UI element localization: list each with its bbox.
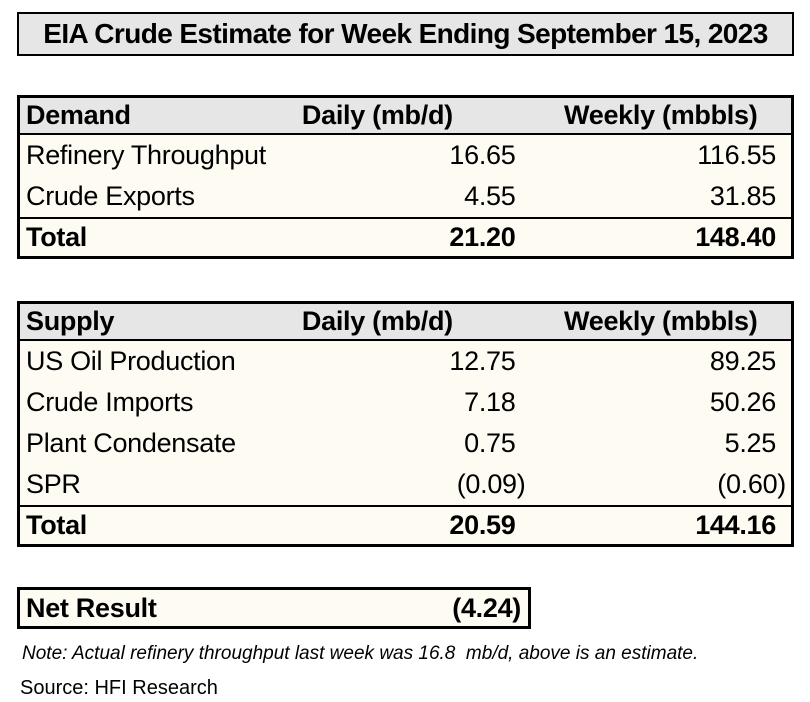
weekly-value: 50.26 xyxy=(709,387,776,417)
total-row: Total 21.20 148.40 xyxy=(18,217,793,258)
table-row: Plant Condensate 0.75 5.25 xyxy=(19,423,793,464)
row-label: Total xyxy=(18,217,225,258)
daily-value: 20.59 xyxy=(224,505,531,546)
daily-value: 12.75 xyxy=(449,346,516,376)
net-result-label: Net Result xyxy=(26,592,157,623)
weekly-value: (0.60) xyxy=(717,469,786,499)
daily-value: 21.20 xyxy=(224,217,531,258)
row-label: Refinery Throughput xyxy=(26,140,266,170)
daily-value: 16.65 xyxy=(449,140,516,170)
row-label: Crude Exports xyxy=(26,181,195,211)
row-label: Plant Condensate xyxy=(26,428,236,458)
weekly-value: 31.85 xyxy=(709,181,776,211)
table-row: Crude Exports 4.55 31.85 xyxy=(19,176,793,218)
daily-value: 7.18 xyxy=(464,387,516,417)
net-result-box: Net Result (4.24) xyxy=(17,587,531,629)
weekly-value: 144.16 xyxy=(530,505,793,546)
demand-table: Demand Daily (mb/d) Weekly (mbbls) Refin… xyxy=(17,95,794,259)
column-header-demand: Demand xyxy=(18,96,225,135)
demand-header-row: Demand Daily (mb/d) Weekly (mbbls) xyxy=(18,96,793,135)
supply-table: Supply Daily (mb/d) Weekly (mbbls) US Oi… xyxy=(17,301,794,547)
daily-value: 4.55 xyxy=(464,181,516,211)
column-header-weekly: Weekly (mbbls) xyxy=(530,302,793,341)
column-header-daily: Daily (mb/d) xyxy=(224,96,531,135)
supply-header-row: Supply Daily (mb/d) Weekly (mbbls) xyxy=(18,302,793,341)
page-title: EIA Crude Estimate for Week Ending Septe… xyxy=(43,18,768,49)
table-row: Refinery Throughput 16.65 116.55 xyxy=(19,134,793,176)
row-label: SPR xyxy=(26,469,81,499)
row-label: US Oil Production xyxy=(26,346,236,376)
source-text: Source: HFI Research xyxy=(20,677,218,699)
total-row: Total 20.59 144.16 xyxy=(18,505,793,546)
daily-value: 0.75 xyxy=(464,428,516,458)
weekly-value: 148.40 xyxy=(530,217,793,258)
column-header-weekly: Weekly (mbbls) xyxy=(530,96,793,135)
column-header-supply: Supply xyxy=(18,302,225,341)
column-header-daily: Daily (mb/d) xyxy=(224,302,531,341)
table-row: Crude Imports 7.18 50.26 xyxy=(19,382,793,423)
row-label: Crude Imports xyxy=(26,387,194,417)
row-label: Total xyxy=(18,505,225,546)
title-box: EIA Crude Estimate for Week Ending Septe… xyxy=(17,12,794,56)
table-row: US Oil Production 12.75 89.25 xyxy=(19,340,793,382)
table-row: SPR (0.09) (0.60) xyxy=(19,464,793,506)
weekly-value: 116.55 xyxy=(697,140,776,170)
note-text: Note: Actual refinery throughput last we… xyxy=(22,643,699,664)
weekly-value: 5.25 xyxy=(724,428,777,458)
weekly-value: 89.25 xyxy=(709,346,776,376)
daily-value: (0.09) xyxy=(456,469,526,499)
net-result-value: (4.24) xyxy=(452,592,521,623)
